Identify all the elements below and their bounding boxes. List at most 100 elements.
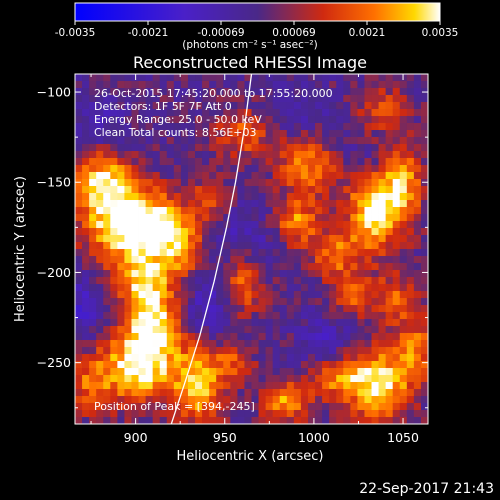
annotation-peak-position: Position of Peak = [394,-245] xyxy=(94,400,255,413)
heatmap-cell xyxy=(195,74,203,82)
heatmap-cell xyxy=(258,158,267,166)
heatmap-cell xyxy=(180,186,189,194)
heatmap-cell xyxy=(237,116,245,124)
heatmap-cell xyxy=(110,375,118,383)
heatmap-cell xyxy=(322,172,330,180)
heatmap-cell xyxy=(124,291,132,299)
heatmap-cell xyxy=(166,242,175,250)
heatmap-cell xyxy=(265,88,274,96)
heatmap-cell xyxy=(272,200,281,208)
heatmap-cell xyxy=(265,207,274,215)
heatmap-cell xyxy=(103,151,111,159)
heatmap-cell xyxy=(117,109,125,117)
heatmap-cell xyxy=(110,256,118,264)
heatmap-cell xyxy=(89,179,97,187)
heatmap-cell xyxy=(237,256,245,264)
heatmap-cell xyxy=(413,396,422,404)
heatmap-cell xyxy=(173,200,182,208)
heatmap-cell xyxy=(96,137,104,145)
heatmap-cell xyxy=(258,95,267,103)
heatmap-cell xyxy=(343,74,351,82)
heatmap-cell xyxy=(300,305,309,313)
heatmap-cell xyxy=(124,109,132,117)
heatmap-cell xyxy=(110,102,118,110)
heatmap-cell xyxy=(420,137,428,145)
heatmap-cell xyxy=(329,389,337,397)
heatmap-cell xyxy=(202,102,210,110)
heatmap-cell xyxy=(230,396,238,404)
heatmap-cell xyxy=(336,74,344,82)
heatmap-cell xyxy=(357,242,365,250)
heatmap-cell xyxy=(406,179,415,187)
heatmap-cell xyxy=(265,193,274,201)
heatmap-cell xyxy=(399,396,408,404)
heatmap-cell xyxy=(364,256,372,264)
heatmap-cell xyxy=(159,375,168,383)
heatmap-cell xyxy=(406,137,415,145)
heatmap-cell xyxy=(364,277,372,285)
heatmap-cell xyxy=(103,326,111,334)
heatmap-cell xyxy=(124,249,132,257)
colorbar-tick-label: -0.00069 xyxy=(197,27,244,39)
heatmap-cell xyxy=(420,242,428,250)
heatmap-cell xyxy=(286,347,295,355)
heatmap-cell xyxy=(315,228,323,236)
heatmap-cell xyxy=(371,417,379,424)
heatmap-cell xyxy=(159,102,168,110)
heatmap-cell xyxy=(392,298,401,306)
heatmap-cell xyxy=(251,284,259,292)
heatmap-cell xyxy=(420,186,428,194)
heatmap-cell xyxy=(258,137,267,145)
heatmap-cell xyxy=(117,221,125,229)
heatmap-cell xyxy=(251,151,259,159)
heatmap-cell xyxy=(413,235,422,243)
heatmap-cell xyxy=(75,354,83,362)
heatmap-cell xyxy=(385,312,394,320)
heatmap-cell xyxy=(187,228,196,236)
heatmap-cell xyxy=(166,340,175,348)
heatmap-cell xyxy=(152,74,161,82)
heatmap-cell xyxy=(399,389,408,397)
heatmap-cell xyxy=(131,186,139,194)
heatmap-cell xyxy=(75,158,83,166)
heatmap-cell xyxy=(89,333,97,341)
heatmap-cell xyxy=(307,326,316,334)
heatmap-cell xyxy=(117,214,125,222)
heatmap-cell xyxy=(216,214,224,222)
heatmap-cell xyxy=(216,417,224,424)
heatmap-cell xyxy=(251,228,259,236)
heatmap-cell xyxy=(293,116,302,124)
heatmap-cell xyxy=(195,165,203,173)
heatmap-cell xyxy=(350,200,358,208)
heatmap-cell xyxy=(336,291,344,299)
heatmap-cell xyxy=(166,144,175,152)
heatmap-cell xyxy=(138,228,146,236)
heatmap-cell xyxy=(223,88,231,96)
heatmap-cell xyxy=(89,375,97,383)
heatmap-cell xyxy=(159,354,168,362)
heatmap-cell xyxy=(272,319,281,327)
heatmap-cell xyxy=(131,88,139,96)
heatmap-cell xyxy=(152,102,161,110)
heatmap-cell xyxy=(96,410,104,418)
heatmap-cell xyxy=(343,123,351,131)
heatmap-cell xyxy=(406,242,415,250)
heatmap-cell xyxy=(187,277,196,285)
heatmap-cell xyxy=(315,151,323,159)
heatmap-cell xyxy=(216,81,224,89)
heatmap-cell xyxy=(117,291,125,299)
heatmap-cell xyxy=(307,186,316,194)
heatmap-cell xyxy=(244,193,252,201)
heatmap-cell xyxy=(75,130,83,138)
heatmap-cell xyxy=(237,235,245,243)
heatmap-cell xyxy=(223,172,231,180)
heatmap-cell xyxy=(223,368,231,376)
heatmap-cell xyxy=(293,221,302,229)
heatmap-cell xyxy=(75,277,83,285)
heatmap-cell xyxy=(378,256,387,264)
heatmap-cell xyxy=(237,298,245,306)
heatmap-cell xyxy=(272,305,281,313)
heatmap-cell xyxy=(145,354,154,362)
heatmap-cell xyxy=(223,403,231,411)
heatmap-cell xyxy=(378,95,387,103)
